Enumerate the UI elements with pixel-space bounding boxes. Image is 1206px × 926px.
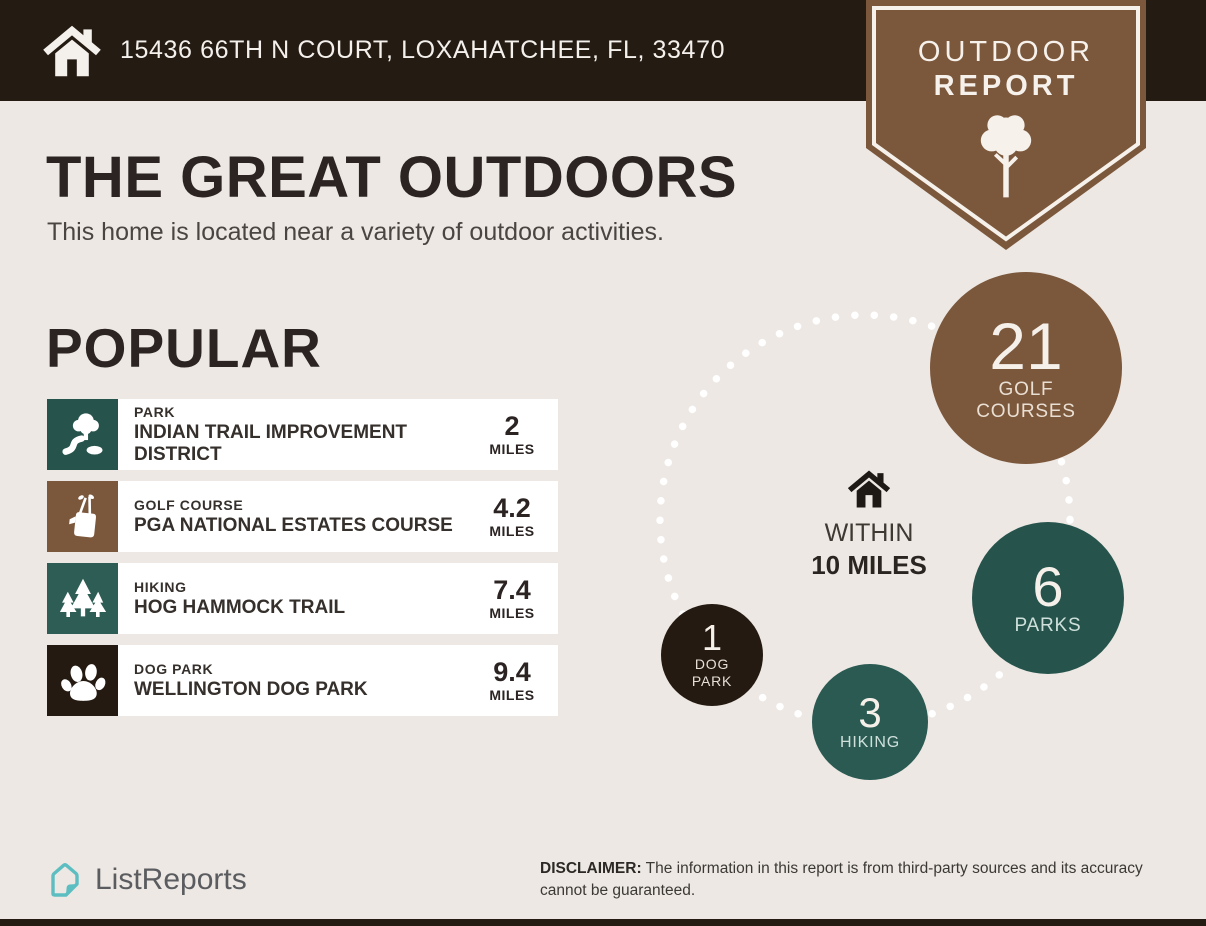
- listreports-logo: ListReports: [45, 858, 247, 902]
- dog-park-tile: [47, 645, 118, 716]
- list-item-dog-park: DOG PARK WELLINGTON DOG PARK 9.4 MILES: [47, 645, 558, 716]
- park-tree-path-icon: [61, 412, 102, 455]
- disclaimer-text: The information in this report is from t…: [540, 860, 1143, 900]
- radius-miles-label: 10 MILES: [811, 550, 927, 580]
- park-tile: [47, 399, 118, 470]
- list-item-hiking: HIKING HOG HAMMOCK TRAIL 7.4 MILES: [47, 563, 558, 634]
- item-name: INDIAN TRAIL IMPROVEMENT DISTRICT: [134, 422, 408, 465]
- bubble-label: PARKS: [1014, 614, 1082, 636]
- golf-courses-count: 21: [989, 308, 1063, 383]
- ribbon-title-line2: REPORT: [933, 70, 1079, 102]
- list-item-park: PARK INDIAN TRAIL IMPROVEMENT DISTRICT 2…: [47, 399, 558, 470]
- item-category: GOLF COURSE: [134, 496, 244, 513]
- item-distance: 4.2: [493, 492, 531, 523]
- property-address: 15436 66TH N COURT, LOXAHATCHEE, FL, 334…: [120, 36, 726, 64]
- hiking-tile: [47, 563, 118, 634]
- bubble-label: HIKING: [840, 733, 900, 751]
- bubble-hiking: 3 HIKING: [812, 664, 928, 780]
- bubble-golf-courses: 21 GOLF COURSES: [930, 272, 1122, 464]
- pine-trees-icon: [59, 578, 106, 617]
- ribbon-title-line1: OUTDOOR: [917, 36, 1095, 68]
- bottom-accent-bar: [0, 919, 1206, 926]
- bubble-label: PARK: [691, 673, 733, 689]
- item-category: PARK: [134, 404, 176, 421]
- home-icon: [847, 470, 891, 508]
- paw-print-icon: [60, 663, 105, 701]
- parks-count: 6: [1032, 554, 1064, 618]
- bubble-label: DOG: [694, 656, 730, 673]
- disclaimer: DISCLAIMER: The information in this repo…: [540, 858, 1160, 903]
- item-distance: 2: [504, 410, 520, 441]
- bubble-dog-park: 1 DOG PARK: [661, 604, 763, 706]
- page-title: THE GREAT OUTDOORS: [46, 145, 738, 210]
- item-name: WELLINGTON DOG PARK: [134, 678, 368, 700]
- disclaimer-label: DISCLAIMER:: [540, 860, 642, 877]
- brand-name: ListReports: [95, 863, 247, 896]
- bubble-parks: 6 PARKS: [972, 522, 1124, 674]
- bubble-label: GOLF: [998, 378, 1054, 400]
- outdoor-report-ribbon: OUTDOOR REPORT: [866, 0, 1146, 252]
- item-distance-unit: MILES: [489, 604, 535, 621]
- tree-icon: [980, 115, 1032, 198]
- item-distance-unit: MILES: [489, 522, 535, 539]
- radius-center-label: WITHIN 10 MILES: [793, 468, 945, 581]
- item-name: HOG HAMMOCK TRAIL: [134, 596, 346, 618]
- popular-list: PARK INDIAN TRAIL IMPROVEMENT DISTRICT 2…: [47, 399, 558, 716]
- hiking-count: 3: [858, 688, 882, 736]
- item-category: HIKING: [134, 578, 187, 595]
- golf-tile: [47, 481, 118, 552]
- page-subtitle: This home is located near a variety of o…: [47, 218, 664, 246]
- dog-park-count: 1: [701, 617, 723, 659]
- list-item-golf: GOLF COURSE PGA NATIONAL ESTATES COURSE …: [47, 481, 558, 552]
- listreports-house-icon: [51, 863, 79, 897]
- item-distance: 7.4: [493, 574, 531, 605]
- item-distance-unit: MILES: [489, 440, 535, 457]
- dotted-radius-circle: [656, 311, 1074, 729]
- item-distance: 9.4: [493, 656, 531, 687]
- bubble-label: COURSES: [976, 401, 1076, 422]
- item-distance-unit: MILES: [489, 686, 535, 703]
- home-icon: [43, 25, 101, 77]
- within-label: WITHIN: [824, 519, 914, 547]
- golf-bag-icon: [68, 494, 96, 537]
- item-name: PGA NATIONAL ESTATES COURSE: [134, 514, 453, 536]
- popular-heading: POPULAR: [46, 317, 322, 379]
- item-category: DOG PARK: [134, 660, 214, 677]
